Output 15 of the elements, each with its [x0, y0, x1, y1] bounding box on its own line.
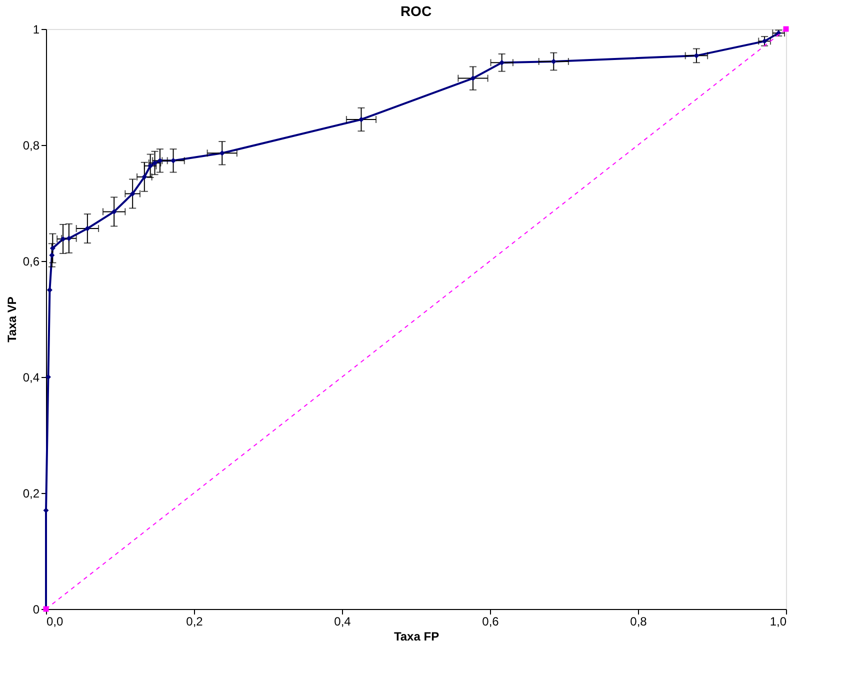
x-tick-label: 0,4 — [334, 614, 352, 628]
x-tick-label: 0,6 — [482, 614, 500, 628]
y-tick-label: 0 — [32, 602, 40, 616]
x-tick-label: 1,0 — [770, 614, 787, 628]
x-tick-label: 0,2 — [186, 614, 204, 628]
y-tick-label: 1 — [32, 22, 40, 36]
y-tick-label: 0,8 — [22, 138, 40, 152]
x-tick-label: 0,8 — [630, 614, 648, 628]
chart-title: ROC — [400, 3, 432, 19]
y-tick-label: 0,2 — [22, 486, 40, 500]
y-axis-title: Taxa VP — [4, 296, 19, 342]
x-axis-title: Taxa FP — [394, 630, 440, 644]
x-tick-label: 0,0 — [46, 614, 64, 628]
y-tick-label: 0,6 — [22, 254, 40, 268]
y-tick-label: 0,4 — [22, 370, 40, 384]
